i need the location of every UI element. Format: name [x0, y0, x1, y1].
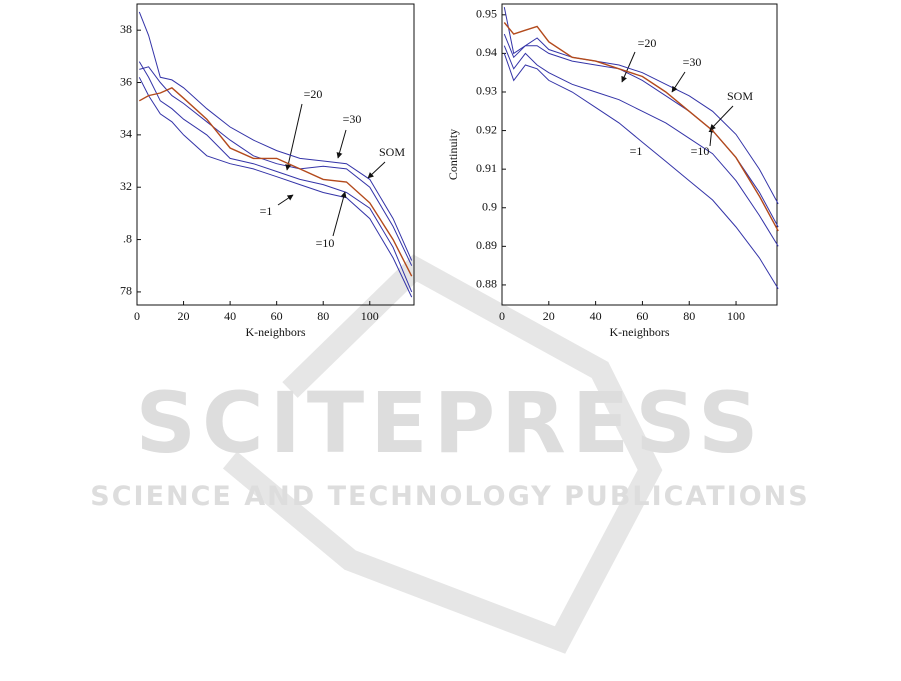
y-tick-label: 38 — [120, 22, 132, 36]
x-tick-label: 20 — [178, 309, 190, 323]
series-annotation: SOM — [379, 145, 405, 159]
annotation-arrow — [332, 191, 347, 237]
series-annotation: SOM — [727, 89, 753, 103]
x-tick-label: 0 — [134, 309, 140, 323]
series-line — [138, 77, 413, 298]
annotation-arrow — [671, 71, 686, 93]
y-tick-label: 78 — [120, 284, 132, 298]
x-tick-label: 100 — [361, 309, 379, 323]
annotation-arrow — [336, 129, 347, 159]
series-annotation: =1 — [260, 204, 273, 218]
x-tick-label: 20 — [543, 309, 555, 323]
annotation-arrow — [367, 161, 386, 179]
y-tick-label: 0.95 — [476, 7, 497, 21]
watermark-subtitle: SCIENCE AND TECHNOLOGY PUBLICATIONS — [90, 481, 809, 512]
y-tick-label: .8 — [123, 231, 132, 245]
x-tick-label: 60 — [636, 309, 648, 323]
series-line — [503, 45, 779, 247]
series-annotation: =10 — [691, 144, 710, 158]
watermark: SCITEPRESS SCIENCE AND TECHNOLOGY PUBLIC… — [90, 254, 809, 654]
x-axis-label: K-neighbors — [610, 325, 670, 339]
x-tick-label: 0 — [499, 309, 505, 323]
plot-frame — [501, 3, 778, 306]
series-annotation: =10 — [316, 236, 335, 250]
y-tick-label: 0.94 — [476, 45, 497, 59]
series-annotation: =30 — [343, 112, 362, 126]
watermark-shape — [222, 254, 663, 654]
series-line — [138, 11, 413, 261]
series-annotation: =30 — [683, 55, 702, 69]
y-axis-label: Continuity — [446, 129, 460, 180]
series-annotation: =1 — [630, 144, 643, 158]
series-line — [503, 53, 779, 290]
series-line — [138, 61, 413, 293]
x-tick-label: 60 — [271, 309, 283, 323]
annotation-arrow — [709, 105, 734, 131]
series-line — [503, 33, 779, 228]
y-tick-label: 0.9 — [482, 200, 497, 214]
y-tick-label: 0.88 — [476, 277, 497, 291]
annotation-arrow — [621, 51, 636, 83]
series-annotation: =20 — [638, 36, 657, 50]
y-tick-label: 0.89 — [476, 238, 497, 252]
y-tick-label: 0.91 — [476, 161, 497, 175]
x-tick-label: 80 — [317, 309, 329, 323]
y-tick-label: 34 — [120, 127, 132, 141]
annotation-arrow — [277, 194, 294, 206]
x-tick-label: 100 — [727, 309, 745, 323]
plot-frame — [136, 3, 415, 306]
y-tick-label: 36 — [120, 74, 132, 88]
series-annotation: =20 — [304, 87, 323, 101]
y-tick-label: 0.93 — [476, 84, 497, 98]
y-tick-label: 32 — [120, 179, 132, 193]
x-tick-label: 40 — [224, 309, 236, 323]
x-axis-label: K-neighbors — [246, 325, 306, 339]
series-line — [503, 7, 779, 205]
x-tick-label: 80 — [683, 309, 695, 323]
series-line — [503, 22, 779, 232]
series-line — [138, 86, 413, 277]
watermark-title: SCITEPRESS — [136, 374, 765, 472]
x-tick-label: 40 — [590, 309, 602, 323]
y-tick-label: 0.92 — [476, 122, 497, 136]
series-line — [139, 66, 413, 266]
annotation-arrow — [285, 103, 303, 171]
